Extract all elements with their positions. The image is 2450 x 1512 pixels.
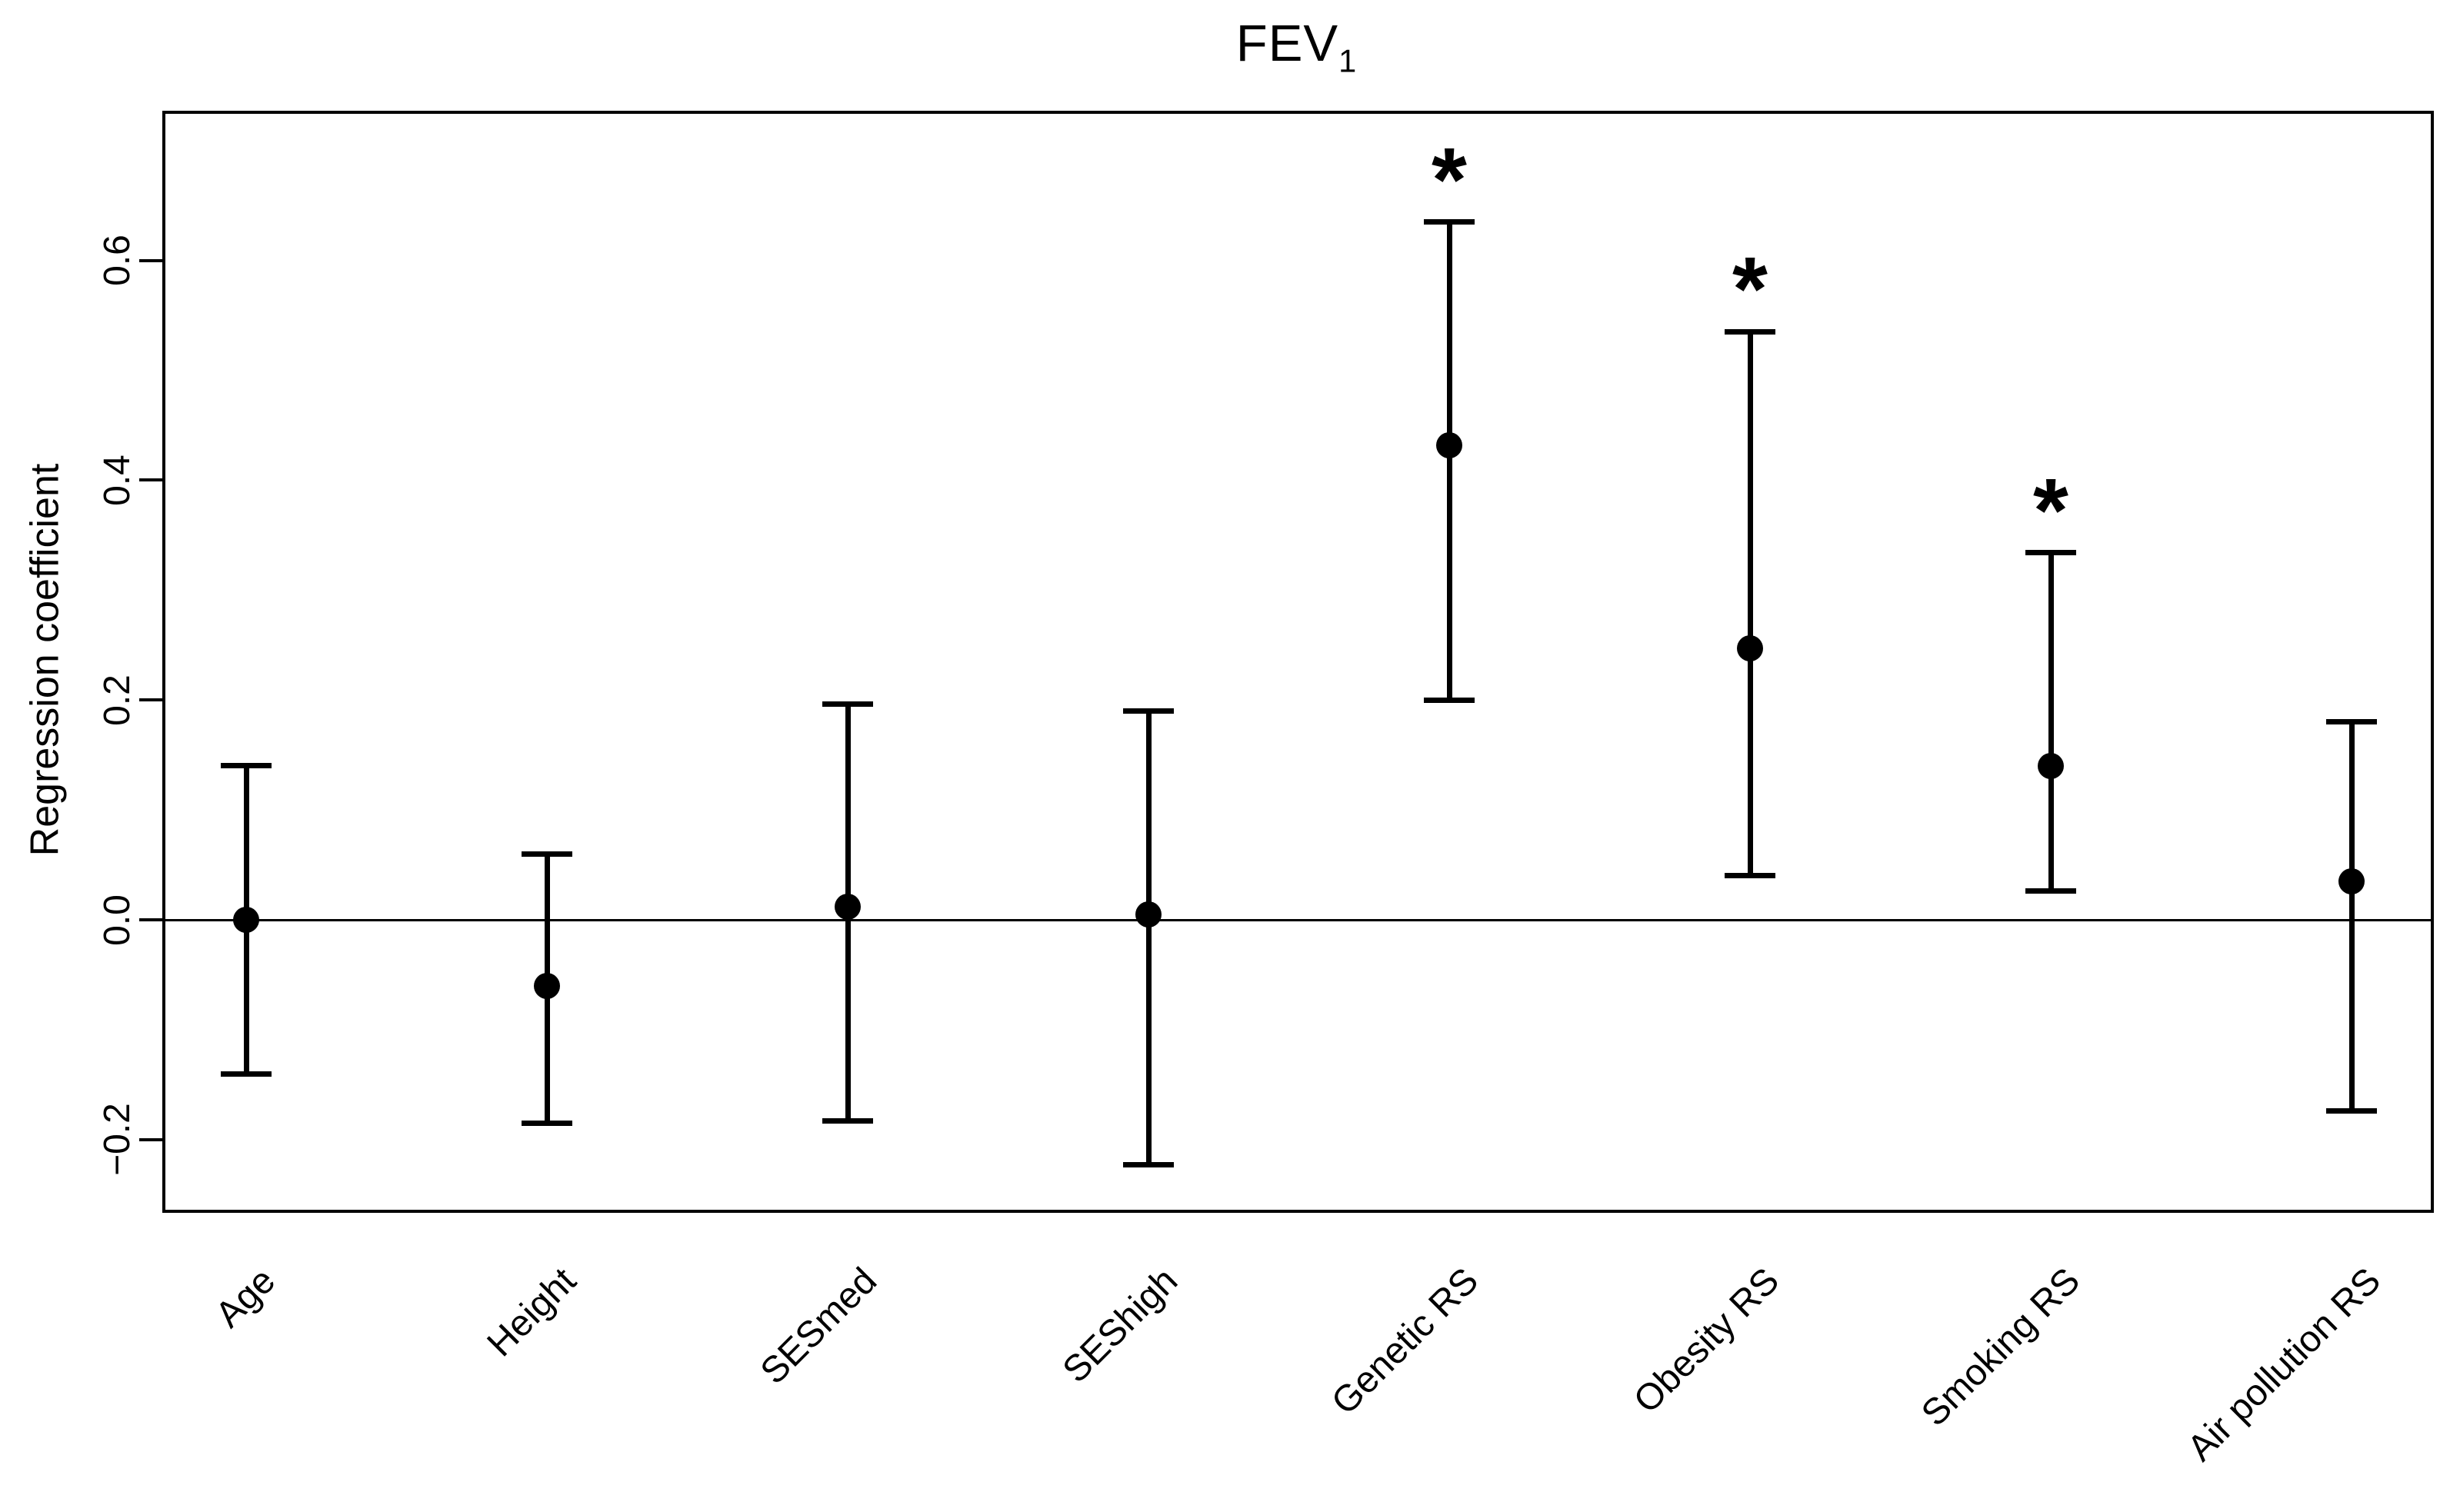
error-bar-line	[1446, 221, 1452, 701]
error-bar-cap-bottom	[2025, 888, 2076, 894]
error-bar-cap-top	[221, 763, 272, 769]
point-estimate-dot	[1135, 901, 1162, 928]
error-bar-cap-top	[1123, 708, 1174, 714]
error-bar-cap-top	[522, 851, 572, 857]
error-bar-cap-top	[2025, 550, 2076, 556]
point-estimate-dot	[2338, 868, 2365, 894]
y-axis-tick-label-text: 0.4	[96, 455, 138, 506]
error-bar-line	[2348, 721, 2355, 1111]
point-estimate-dot	[835, 893, 861, 920]
error-bar-line	[1747, 331, 1753, 876]
point-estimate-dot	[2038, 752, 2064, 779]
error-bar-line	[2048, 552, 2054, 891]
y-axis-tick	[139, 918, 162, 921]
error-bar-cap-bottom	[1424, 697, 1475, 703]
error-bar-cap-top	[2326, 719, 2377, 725]
error-bar-line	[1145, 711, 1152, 1165]
chart-title-main: FEV	[1235, 15, 1339, 72]
chart-title-subscript: 1	[1338, 42, 1358, 79]
point-estimate-dot	[233, 907, 259, 933]
error-bar-cap-bottom	[822, 1118, 873, 1124]
error-bar-cap-bottom	[1725, 873, 1775, 879]
y-axis-tick-label-text: 0.0	[96, 894, 138, 946]
y-axis-tick-label-text: 0.2	[96, 674, 138, 726]
error-bar-cap-top	[1424, 219, 1475, 225]
plot-area	[162, 111, 2434, 1213]
error-bar-cap-top	[1725, 328, 1775, 335]
error-bar-cap-bottom	[1123, 1162, 1174, 1168]
zero-reference-line	[162, 918, 2431, 921]
y-axis-tick	[139, 1137, 162, 1141]
y-axis-tick	[139, 698, 162, 702]
point-estimate-dot	[534, 972, 560, 999]
point-estimate-dot	[1737, 635, 1763, 662]
error-bar-cap-bottom	[2326, 1108, 2377, 1114]
chart-title: FEV1	[162, 14, 2431, 80]
point-estimate-dot	[1436, 431, 1462, 458]
y-axis-tick-label-text: 0.6	[96, 235, 138, 286]
error-bar-cap-top	[822, 701, 873, 708]
error-bar-cap-bottom	[221, 1071, 272, 1077]
y-axis-tick-label-text: −0.2	[96, 1103, 138, 1177]
error-bar-cap-bottom	[522, 1120, 572, 1126]
x-axis-category-label: Age	[208, 1260, 284, 1336]
y-axis-tick	[139, 258, 162, 262]
y-axis-tick	[139, 478, 162, 482]
